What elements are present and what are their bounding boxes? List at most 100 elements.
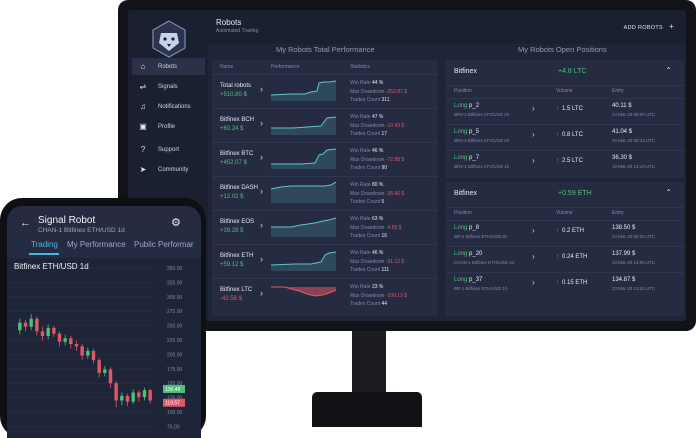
sparkline-area — [271, 81, 336, 101]
candle-body — [142, 390, 147, 398]
position-name: Long p_8 — [454, 225, 479, 231]
robot-name: Bitfinex ETH — [220, 253, 254, 259]
position-row[interactable]: Long p_37 BR-1 Bitfinex ETH/USD 1h › ↑ 0.15 … — [446, 272, 684, 297]
chevron-right-icon[interactable]: › — [532, 252, 535, 261]
sparkline-area — [271, 182, 336, 203]
bell-icon: ♫ — [140, 102, 146, 111]
chart-pair-label: Bitfinex ETH/USD 1d — [14, 262, 89, 271]
robot-row[interactable]: Bitfinex BTC +452.07 $ › Win Rate 46 % Max D… — [212, 142, 438, 177]
sidebar-item-notifications[interactable]: ♫ Notifications — [132, 98, 205, 115]
phone: ← Signal Robot CHAN-1 Bitfinex ETH/USD 1… — [0, 198, 206, 438]
candle-body — [57, 333, 62, 342]
positions-group-header[interactable]: Bitfinex +4.8 LTC ⌃ — [446, 60, 684, 86]
robot-row[interactable]: Bitfinex LTC -42.56 $ › Win Rate 23 % Max Dr… — [212, 278, 438, 313]
desktop-app: ⌂ Robots ⇌ Signals ♫ Notifications ▣ Profile ? Su… — [128, 10, 686, 321]
position-volume: ↑ 0.15 ETH — [556, 280, 587, 286]
chevron-right-icon[interactable]: › — [260, 118, 263, 128]
sparkline-line — [271, 217, 336, 228]
volume-value: 1.5 LTC — [562, 106, 583, 112]
sidebar-item-robots[interactable]: ⌂ Robots — [132, 58, 205, 75]
chevron-right-icon[interactable]: › — [260, 84, 263, 94]
chevron-right-icon[interactable]: › — [532, 278, 535, 287]
position-row[interactable]: Long p_20 CHAN-1 Bitfinex ETH/USD 1d › ↑ 0.2… — [446, 246, 684, 271]
candle-body — [148, 390, 152, 401]
chevron-up-icon[interactable]: ⌃ — [665, 188, 672, 197]
chevron-right-icon[interactable]: › — [260, 186, 263, 196]
col-statistics: Statistics — [350, 64, 371, 70]
sparkline-line — [271, 181, 336, 190]
price-tag-label: 136.48 — [165, 387, 181, 393]
sidebar-item-community[interactable]: ➤ Community — [132, 161, 205, 178]
exchange-name: Bitfinex — [454, 68, 477, 75]
entry-price: 138.50 $ — [612, 225, 636, 231]
position-row[interactable]: Long p_5 BR2-4 Bitfinex LTC/USD 2h › ↑ 0.8 L… — [446, 124, 684, 149]
position-row[interactable]: Long p_8 BR-2 Bitfinex ETH/USD 6h › ↑ 0.2 ET… — [446, 220, 684, 245]
stat-value: -72.88 $ — [385, 156, 405, 163]
robot-row[interactable]: Bitfinex EOS +39.28 $ › Win Rate 63 % Max Dr… — [212, 210, 438, 245]
entry-price: 36.30 $ — [612, 155, 633, 161]
robot-profit: +39.28 $ — [220, 228, 244, 234]
chevron-up-icon[interactable]: ⌃ — [665, 66, 672, 75]
sidebar-item-profile[interactable]: ▣ Profile — [132, 118, 205, 135]
stat-value: 47 % — [371, 114, 384, 120]
robot-statistics: Win Rate 47 % Max Drawdown -10.43 $ Trades… — [350, 113, 404, 139]
tab-trading[interactable]: Trading — [31, 240, 58, 249]
stat-label: Win Rate — [350, 80, 371, 86]
robot-row[interactable]: Bitfinex ETH +59.12 $ › Win Rate 46 % Max Dr… — [212, 244, 438, 279]
help-icon: ? — [140, 145, 146, 154]
stat-value: -252.87 $ — [385, 88, 407, 95]
sparkline-line — [271, 286, 336, 297]
position-row[interactable]: Long p_2 BR2-2 Bitfinex LTC/USD 2h › ↑ 1.5 L… — [446, 98, 684, 123]
candle-body — [91, 350, 96, 361]
sidebar-item-signals[interactable]: ⇌ Signals — [132, 78, 205, 95]
robot-profit: +12.02 $ — [220, 194, 244, 200]
position-side: Long — [454, 155, 468, 161]
volume-value: 0.24 ETH — [562, 254, 588, 260]
robot-row[interactable]: Total robots +510.80 $ › Win Rate 44 % Max D… — [212, 74, 438, 109]
positions-group-header[interactable]: Bitfinex +0.59 ETH ⌃ — [446, 182, 684, 208]
chevron-right-icon[interactable]: › — [532, 130, 535, 139]
chevron-right-icon[interactable]: › — [260, 288, 263, 298]
tab-my-performance[interactable]: My Performance — [67, 240, 126, 249]
position-row[interactable]: Long p_7 BR2-1 Bitfinex LTC/USD 1h › ↑ 2.5 L… — [446, 150, 684, 175]
stat-label: Trades Count — [350, 301, 381, 307]
y-tick-label: 150.00 — [167, 381, 183, 387]
back-arrow-icon[interactable]: ← — [20, 217, 31, 229]
chevron-right-icon[interactable]: › — [532, 104, 535, 113]
entry-date: 23 Mar 20 13:06 UTC — [612, 260, 656, 265]
stat-value: 16 — [381, 233, 388, 239]
sidebar-item-support[interactable]: ? Support — [132, 141, 205, 158]
robot-subtitle: CHAN-1 Bitfinex ETH/USD 1d — [38, 227, 125, 234]
performance-sparkline — [271, 181, 336, 203]
robot-name: Bitfinex EOS — [220, 219, 255, 225]
chevron-right-icon[interactable]: › — [260, 254, 263, 264]
gear-icon[interactable]: ⚙ — [171, 217, 181, 229]
stat-win_rate: Win Rate 23 % — [350, 283, 407, 292]
robot-profit: -42.56 $ — [220, 296, 243, 302]
position-robot: BR2-1 Bitfinex LTC/USD 1h — [454, 164, 510, 169]
chevron-right-icon[interactable]: › — [532, 156, 535, 165]
chevron-right-icon[interactable]: › — [260, 152, 263, 162]
col-performance: Performance — [271, 64, 300, 70]
sparkline-line — [271, 148, 336, 165]
stat-max_drawdown: Max Drawdown -72.88 $ — [350, 156, 404, 165]
chevron-right-icon[interactable]: › — [260, 220, 263, 230]
candlestick-chart[interactable]: 350.00 325.00 300.00 275.00 250.00 225.00 200.… — [7, 258, 201, 438]
chart-background — [7, 258, 201, 438]
tab-public-performance[interactable]: Public Performar — [134, 240, 194, 249]
robot-name: Bitfinex DASH — [220, 185, 259, 191]
position-volume: ↑ 0.24 ETH — [556, 254, 587, 260]
add-robots-button[interactable]: ADD ROBOTS + — [623, 22, 674, 31]
stat-value: 17 — [381, 131, 388, 137]
chevron-right-icon[interactable]: › — [532, 226, 535, 235]
robot-row[interactable]: Bitfinex DASH +12.02 $ › Win Rate 80 % Max D… — [212, 176, 438, 211]
stat-label: Max Drawdown — [350, 224, 385, 231]
monitor-stand — [352, 331, 386, 397]
candle-body — [52, 327, 56, 334]
robot-row[interactable]: Bitfinex BCH +60.24 $ › Win Rate 47 % Max Dr… — [212, 108, 438, 143]
y-tick-label: 125.00 — [167, 396, 183, 402]
profile-icon: ▣ — [139, 122, 147, 131]
position-robot: BR-1 Bitfinex ETH/USD 1h — [454, 286, 508, 291]
entry-date: 24 Mar 20 08:00 UTC — [612, 112, 656, 117]
stat-max_drawdown: Max Drawdown -100.13 $ — [350, 292, 407, 301]
